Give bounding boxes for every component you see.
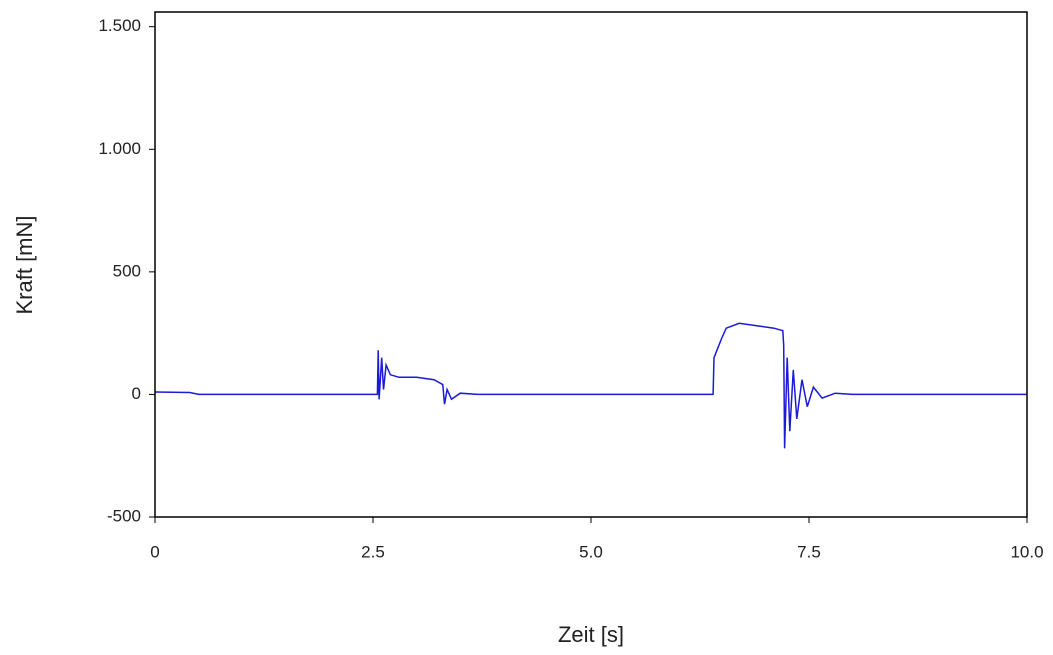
y-tick-label: 1.500 [98,16,141,35]
y-tick-label: 1.000 [98,139,141,158]
y-tick-label: 500 [113,261,141,280]
y-tick-label: -500 [107,506,141,525]
x-tick-label: 2.5 [361,542,385,561]
y-axis-title: Kraft [mN] [12,215,37,314]
x-axis-title: Zeit [s] [558,622,624,647]
x-tick-label: 10.0 [1010,542,1043,561]
x-tick-label: 0 [150,542,159,561]
data-line [154,322,1027,449]
x-tick-label: 7.5 [797,542,821,561]
y-tick-label: 0 [132,384,141,403]
x-tick-label: 5.0 [579,542,603,561]
plot-frame [154,11,1028,518]
